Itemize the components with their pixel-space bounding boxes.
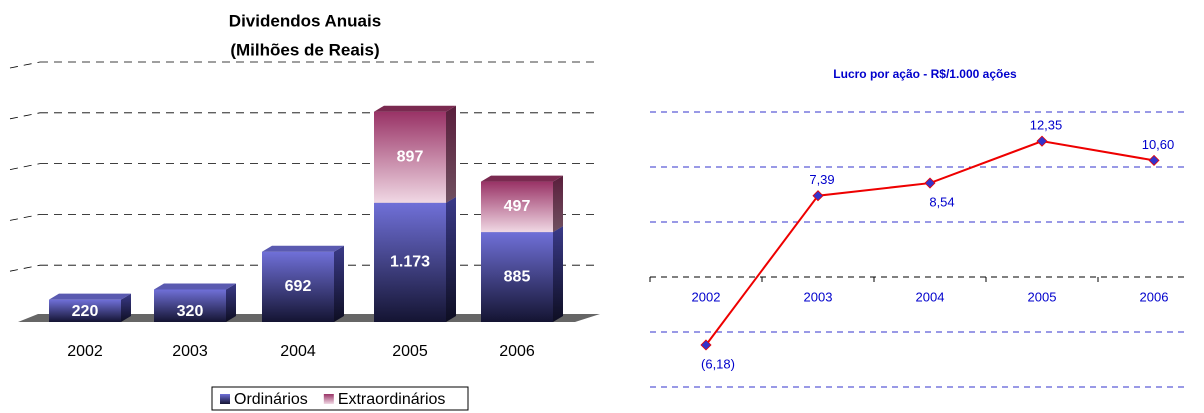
data-label: 320: [177, 303, 204, 320]
chart-subtitle: (Milhões de Reais): [230, 40, 379, 59]
x-tick-label: 2004: [280, 343, 316, 360]
data-label: 1.173: [390, 254, 430, 271]
bar-side: [121, 293, 131, 322]
bar-top: [262, 245, 344, 252]
data-label: 10,60: [1142, 137, 1175, 152]
tick-mark: [9, 264, 41, 272]
bar-top: [154, 283, 236, 290]
x-tick-label: 2002: [692, 289, 721, 304]
bar: [154, 289, 226, 322]
bar-top: [49, 293, 131, 300]
bar-side: [446, 196, 456, 322]
x-tick-label: 2006: [499, 343, 535, 360]
bar-side: [553, 175, 563, 233]
legend-label: Ordinários: [234, 391, 308, 408]
bar: [374, 111, 446, 203]
data-label: 497: [504, 198, 531, 215]
data-label: 220: [72, 303, 99, 320]
bar-side: [226, 283, 236, 322]
x-tick-label: 2005: [1028, 289, 1057, 304]
bar-side: [553, 226, 563, 322]
marker: [812, 190, 824, 202]
chart-title: Dividendos Anuais: [229, 11, 381, 30]
marker: [1148, 154, 1160, 166]
x-tick-label: 2003: [804, 289, 833, 304]
legend-box: [211, 386, 469, 411]
data-label: 7,39: [809, 172, 834, 187]
bar-top: [374, 105, 456, 112]
x-tick-label: 2003: [172, 343, 208, 360]
chart-title: Lucro por ação - R$/1.000 ações: [833, 67, 1017, 81]
x-tick-label: 2005: [392, 343, 428, 360]
tick-mark: [9, 112, 41, 120]
data-label: 692: [285, 278, 312, 295]
data-label: 8,54: [929, 194, 954, 209]
bar-top: [481, 175, 563, 182]
bar-side: [446, 105, 456, 203]
data-label: 897: [397, 148, 424, 165]
legend-swatch: [220, 394, 230, 404]
line: [705, 140, 1155, 346]
x-tick-label: 2002: [67, 343, 103, 360]
bar: [481, 232, 553, 322]
tick-mark: [9, 61, 41, 69]
data-label: 885: [504, 268, 531, 285]
bar: [481, 181, 553, 233]
bar-side: [334, 245, 344, 322]
tick-mark: [9, 163, 41, 170]
x-tick-label: 2006: [1140, 289, 1169, 304]
tick-mark: [9, 214, 41, 221]
bar: [262, 251, 334, 322]
legend-swatch: [323, 394, 334, 404]
bar: [49, 299, 121, 322]
legend-label: Extraordinários: [338, 391, 446, 408]
data-label: (6,18): [701, 356, 735, 371]
marker: [700, 339, 712, 351]
marker: [924, 177, 936, 189]
marker: [1036, 135, 1048, 147]
x-tick-label: 2004: [916, 289, 945, 304]
bar: [374, 202, 446, 322]
data-label: 12,35: [1030, 118, 1063, 133]
